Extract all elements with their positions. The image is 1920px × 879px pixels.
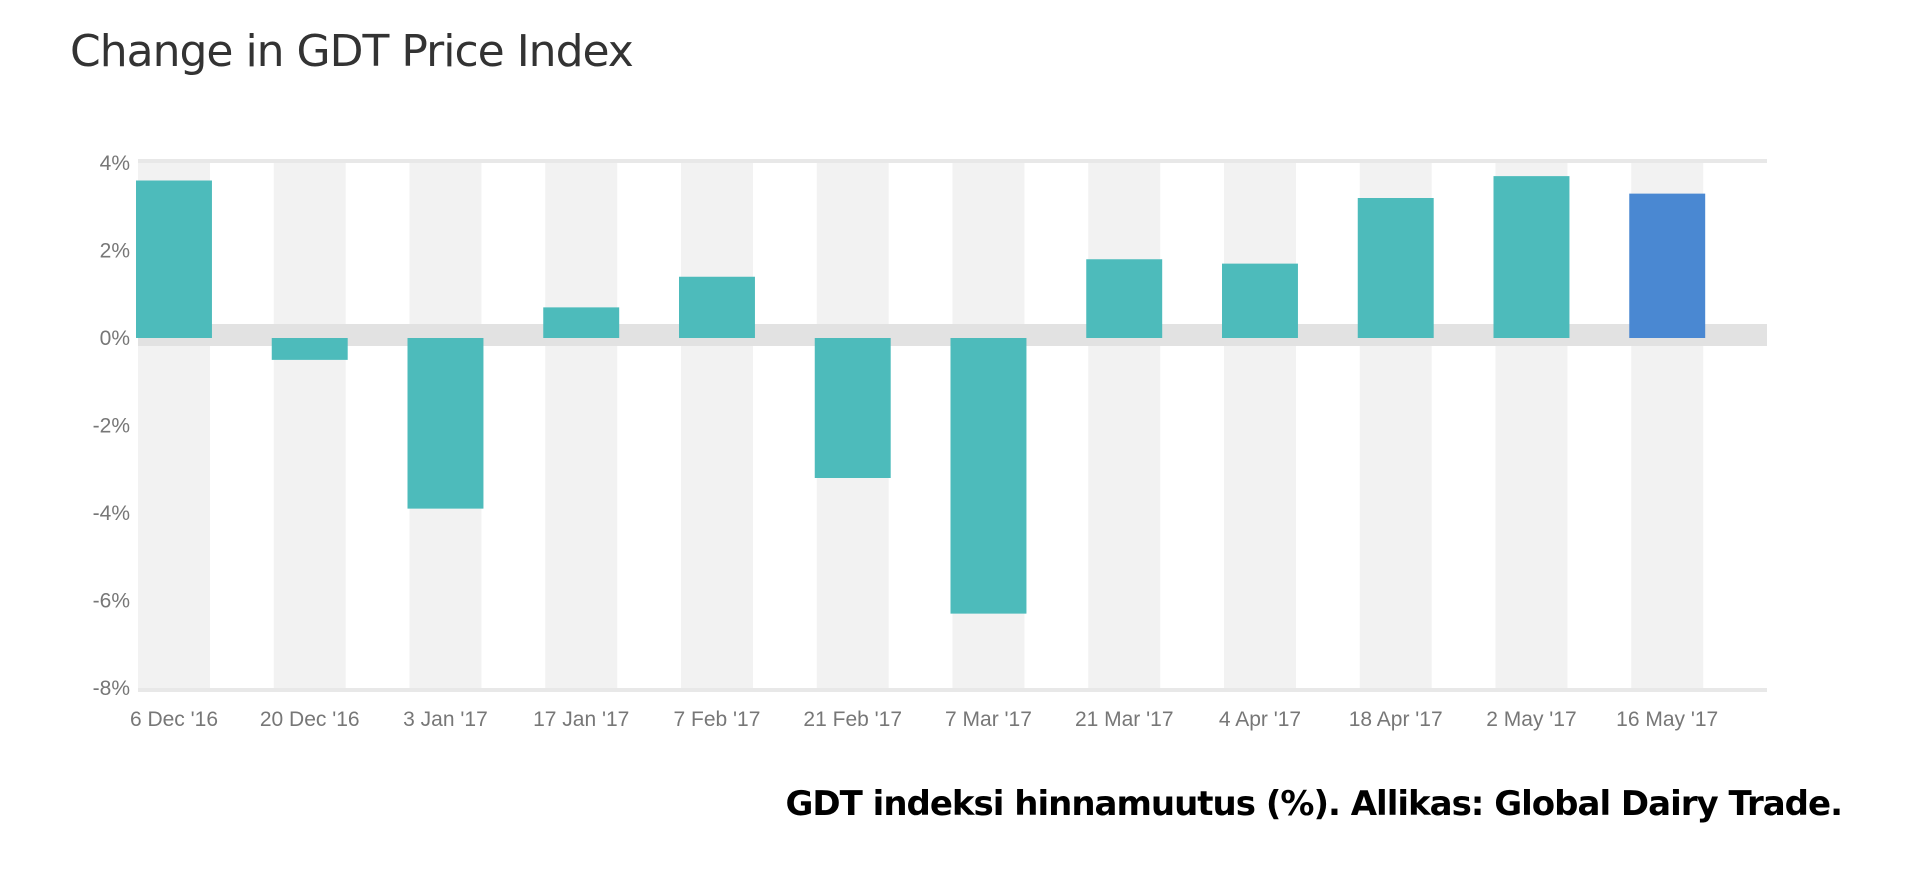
bar (814, 338, 891, 478)
x-tick-label: 2 May '17 (1486, 708, 1576, 731)
x-tick-label: 21 Feb '17 (803, 708, 902, 731)
y-tick-label: -8% (93, 677, 130, 700)
x-tick-label: 17 Jan '17 (533, 708, 629, 731)
bar (271, 338, 348, 360)
y-tick-label: 2% (100, 240, 130, 263)
y-tick-label: -4% (93, 502, 130, 525)
bar (1086, 259, 1163, 338)
column-band (273, 163, 346, 688)
x-tick-label: 7 Mar '17 (945, 708, 1032, 731)
bar (136, 180, 212, 338)
top-border (138, 159, 1767, 163)
y-tick-label: 4% (100, 152, 130, 175)
bottom-border (138, 688, 1767, 692)
x-tick-label: 20 Dec '16 (260, 708, 360, 731)
chart-caption: GDT indeksi hinnamuutus (%). Allikas: Gl… (785, 784, 1843, 824)
x-tick-label: 7 Feb '17 (674, 708, 761, 731)
bar (543, 307, 620, 338)
y-tick-label: -2% (93, 415, 130, 438)
bar (679, 276, 755, 338)
bar (1357, 198, 1434, 338)
y-tick-label: -6% (93, 590, 130, 613)
bar (1629, 193, 1706, 338)
bar (950, 338, 1027, 614)
bar (1493, 176, 1570, 338)
x-tick-label: 18 Apr '17 (1349, 708, 1443, 731)
column-band (1224, 163, 1296, 688)
x-tick-label: 3 Jan '17 (403, 708, 488, 731)
column-band (1088, 163, 1161, 688)
column-band (545, 163, 618, 688)
bar (1222, 263, 1298, 338)
x-tick-label: 16 May '17 (1616, 708, 1718, 731)
x-tick-label: 6 Dec '16 (130, 708, 218, 731)
y-tick-label: 0% (100, 327, 130, 350)
x-tick-label: 21 Mar '17 (1075, 708, 1174, 731)
x-tick-label: 4 Apr '17 (1219, 708, 1301, 731)
bar (407, 338, 484, 509)
chart-title: Change in GDT Price Index (70, 26, 634, 77)
column-band (681, 163, 753, 688)
